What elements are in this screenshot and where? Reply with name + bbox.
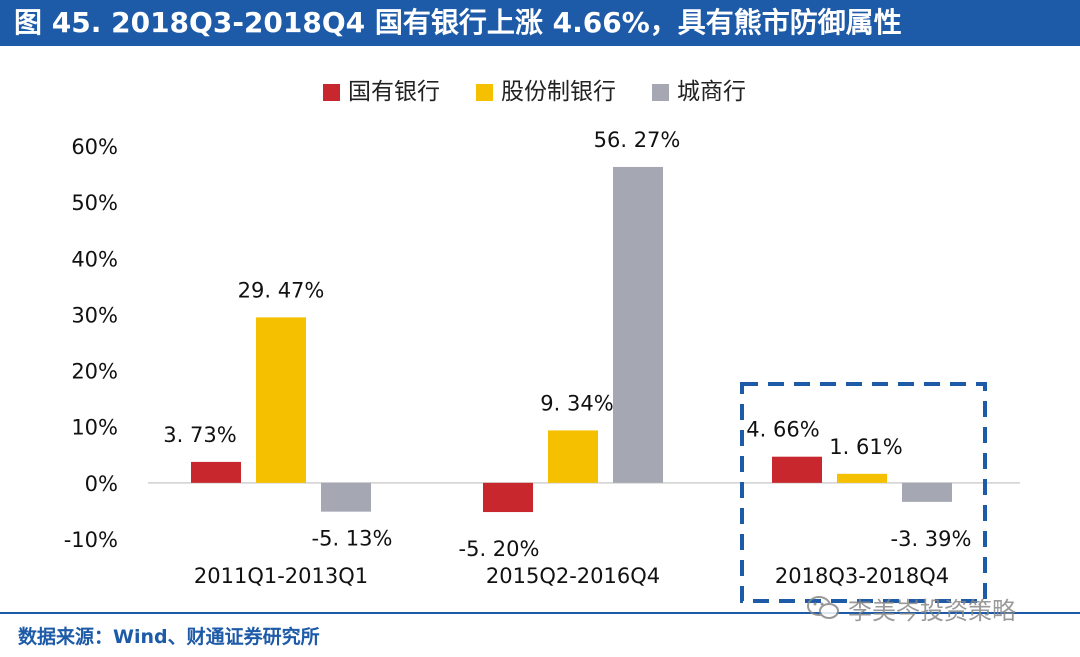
y-tick-label: -10% [64, 528, 118, 552]
data-label-2-1: 1. 61% [829, 435, 902, 459]
legend-label-0: 国有银行 [348, 79, 440, 105]
data-label-1-2: 56. 27% [594, 128, 681, 152]
bars [191, 166, 952, 513]
data-label-0-2: -5. 13% [312, 527, 393, 551]
title-divider [0, 46, 1080, 48]
data-label-1-0: -5. 20% [459, 537, 540, 561]
bar-2-2 [902, 482, 952, 502]
data-label-2-2: -3. 39% [891, 527, 972, 551]
y-tick-label: 30% [71, 303, 118, 327]
data-labels: 3. 73% 29. 47% -5. 13% -5. 20% 9. 34% 56. 27%… [163, 128, 971, 561]
y-tick-label: 0% [85, 472, 118, 496]
legend-swatch-0 [323, 84, 340, 101]
legend-label-1: 股份制银行 [501, 79, 616, 105]
data-label-1-1: 9. 34% [540, 391, 613, 415]
data-source: 数据来源：Wind、财通证券研究所 [18, 626, 320, 648]
watermark: 李美岑投资策略 [806, 590, 1016, 626]
bar-1-0 [483, 482, 533, 513]
x-category-label: 2015Q2-2016Q4 [486, 564, 660, 588]
data-label-2-0: 4. 66% [746, 418, 819, 442]
bar-1-2 [613, 166, 663, 483]
bar-2-0 [772, 456, 822, 483]
bar-0-1 [256, 317, 306, 483]
data-label-0-1: 29. 47% [238, 278, 325, 302]
x-axis: 2011Q1-2013Q1 2015Q2-2016Q4 2018Q3-2018Q4 [194, 564, 949, 588]
bar-0-2 [321, 482, 371, 512]
legend-swatch-2 [652, 84, 669, 101]
legend-swatch-1 [476, 84, 493, 101]
y-tick-label: 40% [71, 247, 118, 271]
bar-0-0 [191, 461, 241, 483]
y-tick-label: 10% [71, 416, 118, 440]
y-axis: -10% 0% 10% 20% 30% 40% 50% 60% [64, 135, 1020, 552]
x-category-label: 2018Q3-2018Q4 [775, 564, 949, 588]
x-category-label: 2011Q1-2013Q1 [194, 564, 368, 588]
y-tick-label: 60% [71, 135, 118, 159]
legend-label-2: 城商行 [677, 79, 746, 105]
watermark-text: 李美岑投资策略 [848, 596, 1016, 625]
bar-1-1 [548, 430, 598, 483]
highlight-box-group [740, 382, 987, 603]
highlight-box [740, 382, 987, 603]
figure-title: 图 45. 2018Q3-2018Q4 国有银行上涨 4.66%，具有熊市防御属… [0, 0, 1080, 46]
bar-2-1 [837, 473, 887, 483]
wechat-icon [807, 596, 839, 619]
legend: 国有银行 股份制银行 城商行 [323, 79, 746, 105]
bar-chart: 国有银行 股份制银行 城商行 -10% 0% 10% 20% 30% 40% 50% 60% 3.… [64, 79, 1020, 603]
footer-divider [0, 612, 1080, 614]
y-tick-label: 20% [71, 360, 118, 384]
y-tick-label: 50% [71, 191, 118, 215]
data-label-0-0: 3. 73% [163, 423, 236, 447]
